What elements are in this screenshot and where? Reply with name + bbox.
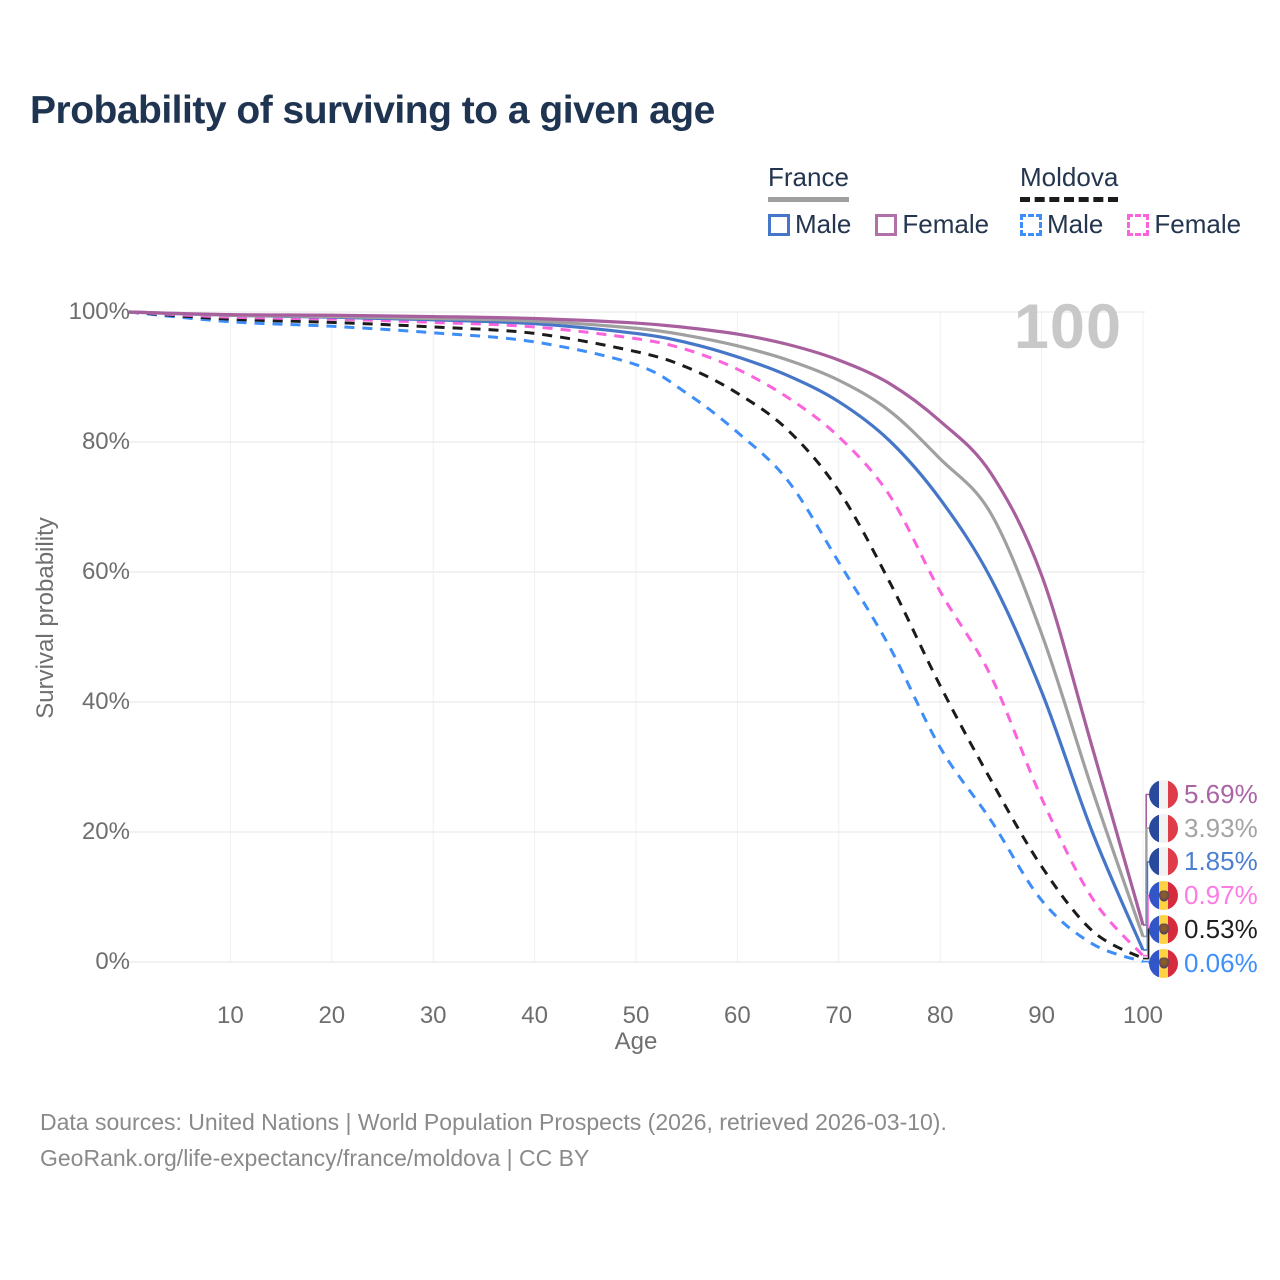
end-value-label: 0.06% <box>1184 947 1258 978</box>
legend-item-moldova-male[interactable]: Male <box>1020 209 1103 240</box>
legend-france-label[interactable]: France <box>768 162 849 202</box>
moldova-flag-icon <box>1149 914 1178 944</box>
x-axis-title: Age <box>614 1028 658 1055</box>
legend-moldova-label[interactable]: Moldova <box>1020 162 1119 202</box>
france-flag-icon <box>1149 813 1178 843</box>
end-label-row: 0.97% <box>1149 880 1258 912</box>
legend-france-items: Male Female <box>768 209 989 240</box>
legend-moldova-items: Male Female <box>1020 209 1241 240</box>
end-label-row: 1.85% <box>1149 846 1258 878</box>
legend-group-moldova: Moldova Male Female <box>1020 162 1241 240</box>
legend-swatch-icon <box>1127 213 1150 236</box>
legend-item-label: Female <box>1154 209 1242 239</box>
y-tick-label: 0% <box>95 948 130 975</box>
legend-group-france: France Male Female <box>768 162 989 240</box>
y-tick-label: 100% <box>68 298 130 325</box>
legend-item-label: Male <box>1047 209 1104 239</box>
end-value-label: 0.97% <box>1184 880 1258 911</box>
series-line-moldova[interactable] <box>128 310 1144 960</box>
moldova-flag-icon <box>1149 881 1178 911</box>
legend-item-france-male[interactable]: Male <box>768 209 851 240</box>
legend-item-label: Male <box>795 209 852 239</box>
x-tick-label: 10 <box>217 1002 244 1029</box>
x-tick-label: 90 <box>1028 1002 1055 1029</box>
end-value-label: 0.53% <box>1184 913 1258 944</box>
end-value-label: 1.85% <box>1184 846 1258 877</box>
x-tick-label: 100 <box>1122 1002 1164 1029</box>
series-line-moldova-male[interactable] <box>128 310 1144 964</box>
source-line-2: GeoRank.org/life-expectancy/france/moldo… <box>40 1144 590 1171</box>
source-line-1: Data sources: United Nations | World Pop… <box>40 1109 947 1135</box>
end-value-label: 3.93% <box>1184 812 1258 843</box>
legend-item-label: Female <box>902 209 990 239</box>
x-tick-label: 30 <box>419 1002 447 1029</box>
series-line-moldova-female[interactable] <box>128 310 1145 957</box>
y-tick-label: 40% <box>81 688 130 715</box>
legend-item-moldova-female[interactable]: Female <box>1127 209 1241 240</box>
x-tick-label: 60 <box>724 1002 751 1029</box>
x-tick-label: 20 <box>318 1002 346 1029</box>
x-tick-label: 50 <box>622 1002 650 1029</box>
legend-swatch-icon <box>768 213 790 236</box>
legend-item-france-female[interactable]: Female <box>875 209 989 240</box>
end-label-row: 0.06% <box>1149 947 1258 979</box>
y-tick-label: 60% <box>81 558 130 585</box>
end-label-row: 5.69% <box>1149 779 1258 811</box>
age-counter-watermark: 100 <box>1013 292 1122 362</box>
page-title: Probability of surviving to a given age <box>30 89 715 132</box>
legend-swatch-icon <box>1020 213 1042 236</box>
moldova-flag-icon <box>1149 948 1178 978</box>
x-tick-label: 40 <box>521 1002 548 1029</box>
end-label-row: 0.53% <box>1149 913 1258 945</box>
end-label-row: 3.93% <box>1149 812 1258 844</box>
y-axis-title: Survival probability <box>32 517 59 719</box>
x-tick-label: 80 <box>926 1002 954 1029</box>
series-line-france-female[interactable] <box>128 310 1145 926</box>
y-tick-label: 20% <box>81 818 130 845</box>
france-flag-icon <box>1149 847 1178 877</box>
x-tick-label: 70 <box>825 1002 853 1029</box>
y-tick-label: 80% <box>81 428 130 455</box>
france-flag-icon <box>1149 780 1178 809</box>
end-value-label: 5.69% <box>1184 779 1258 809</box>
data-source-note: Data sources: United Nations | World Pop… <box>40 1105 947 1176</box>
legend-swatch-icon <box>875 213 898 236</box>
